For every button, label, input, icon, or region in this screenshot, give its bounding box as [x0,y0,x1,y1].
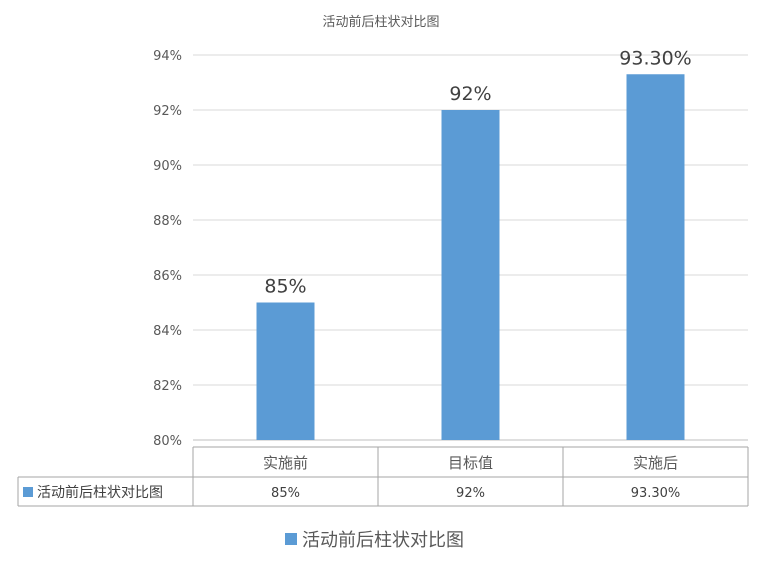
table-series-label: 活动前后柱状对比图 [37,484,163,501]
bar [441,110,500,440]
bar [256,302,315,440]
table-value-cell: 93.30% [631,486,681,501]
x-category-label: 目标值 [448,454,493,472]
x-category-label: 实施后 [633,454,678,472]
bars [256,74,685,440]
legend-label: 活动前后柱状对比图 [302,530,464,551]
data-label: 93.30% [619,47,691,69]
data-label: 92% [449,83,491,105]
table-value-cell: 92% [456,486,485,501]
y-tick-label: 84% [153,324,182,339]
y-tick-label: 94% [153,49,182,64]
data-table: 实施前 85% 目标值 92% 实施后 93.30% 活动前后柱状对比图 [17,446,749,507]
y-tick-label: 92% [153,104,182,119]
legend-swatch [285,533,297,545]
table-value-cell: 85% [271,486,300,501]
y-axis-ticks: 80% 82% 84% 86% 88% 90% 92% 94% [153,49,182,449]
y-tick-label: 90% [153,159,182,174]
y-tick-label: 86% [153,269,182,284]
chart-title: 活动前后柱状对比图 [322,14,439,30]
table-legend-swatch [23,487,33,497]
y-tick-label: 80% [153,434,182,449]
y-tick-label: 82% [153,379,182,394]
legend: 活动前后柱状对比图 [285,530,464,551]
bar [626,74,685,440]
data-label: 85% [264,276,306,298]
x-category-label: 实施前 [263,454,308,472]
data-labels: 85% 92% 93.30% [264,47,691,297]
y-tick-label: 88% [153,214,182,229]
